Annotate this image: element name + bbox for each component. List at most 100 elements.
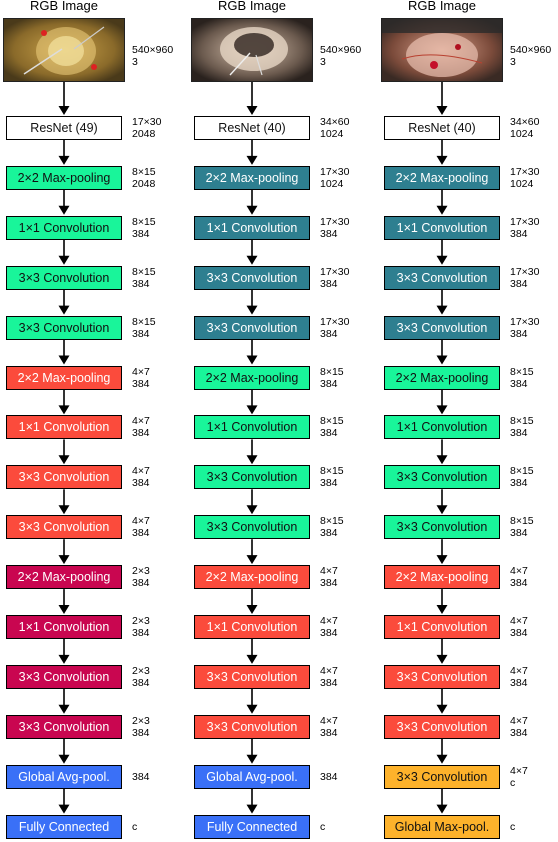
dim-line: 2×3 bbox=[132, 615, 150, 627]
tensor-dims: 4×7 384 bbox=[510, 715, 528, 739]
tensor-dims: 2×3 384 bbox=[132, 715, 150, 739]
dim-line: 384 bbox=[132, 726, 150, 739]
column-title: RGB Image bbox=[408, 0, 476, 13]
dim-line: 17×30 bbox=[320, 165, 350, 178]
flow-arrow bbox=[246, 339, 258, 365]
dim-line: 4×7 bbox=[510, 615, 528, 627]
dim-line: 8×15 bbox=[320, 365, 344, 378]
dim-line: 34×60 bbox=[320, 116, 350, 128]
tensor-dims: c bbox=[510, 821, 515, 833]
flow-arrow bbox=[436, 140, 448, 165]
tensor-dims: 8×15 384 bbox=[132, 266, 156, 290]
flow-arrow bbox=[246, 82, 258, 115]
flow-arrow bbox=[246, 788, 258, 814]
dim-line: 8×15 bbox=[510, 515, 534, 528]
flow-arrow bbox=[246, 539, 258, 565]
dim-line: 8×15 bbox=[320, 515, 344, 528]
tensor-dims: 2×3 384 bbox=[132, 665, 150, 689]
flow-arrow bbox=[58, 688, 70, 714]
flow-arrow bbox=[58, 539, 70, 565]
tensor-dims: 4×7 384 bbox=[320, 715, 338, 739]
layer-block: 1×1 Convolution bbox=[384, 615, 500, 639]
dim-line: 4×7 bbox=[132, 415, 150, 428]
layer-block: 3×3 Convolution bbox=[384, 515, 500, 540]
dim-line: c bbox=[320, 820, 326, 833]
dim-line: 2×3 bbox=[132, 714, 150, 727]
layer-block: 1×1 Convolution bbox=[384, 215, 500, 240]
dim-line: 4×7 bbox=[510, 664, 528, 677]
dim-line: 384 bbox=[320, 726, 338, 739]
dim-line: 384 bbox=[510, 427, 528, 440]
dim-line: 384 bbox=[132, 277, 150, 290]
layer-block: 3×3 Convolution bbox=[384, 465, 500, 490]
tensor-dims: 17×30 2048 bbox=[132, 116, 162, 140]
tensor-dims: 4×7 384 bbox=[132, 515, 150, 539]
layer-block: Global Max-pool. bbox=[384, 814, 500, 839]
dim-line: 1024 bbox=[510, 128, 534, 140]
tensor-dims: 4×7 384 bbox=[510, 615, 528, 639]
dim-line: 3 bbox=[320, 56, 326, 68]
layer-block: 3×3 Convolution bbox=[384, 265, 500, 290]
flow-arrow bbox=[436, 539, 448, 565]
dim-line: 384 bbox=[510, 477, 528, 490]
layer-block: 3×3 Convolution bbox=[6, 515, 122, 540]
dim-line: 17×30 bbox=[320, 215, 350, 228]
flow-arrow bbox=[436, 239, 448, 265]
dim-line: 4×7 bbox=[320, 615, 338, 627]
layer-block: 2×2 Max-pooling bbox=[6, 365, 122, 390]
dim-line: c bbox=[510, 820, 516, 833]
layer-block: 2×2 Max-pooling bbox=[194, 165, 310, 190]
dim-line: 8×15 bbox=[132, 315, 156, 328]
flow-arrow bbox=[58, 788, 70, 814]
tensor-dims: 17×30 1024 bbox=[510, 166, 540, 190]
tensor-dims: 34×60 1024 bbox=[320, 116, 350, 140]
dim-line: 384 bbox=[510, 327, 528, 340]
dim-line: 384 bbox=[132, 676, 150, 689]
tensor-dims: 17×30 384 bbox=[320, 216, 350, 240]
flow-arrow bbox=[246, 688, 258, 714]
dim-line: 384 bbox=[132, 627, 150, 639]
dim-line: 384 bbox=[132, 477, 150, 490]
dim-line: 384 bbox=[132, 327, 150, 340]
dim-line: 384 bbox=[132, 377, 150, 390]
layer-block: 3×3 Convolution bbox=[384, 714, 500, 739]
dim-line: 384 bbox=[132, 770, 150, 783]
layer-block: 2×2 Max-pooling bbox=[384, 565, 500, 590]
flow-arrow bbox=[58, 738, 70, 764]
layer-block: 2×2 Max-pooling bbox=[6, 565, 122, 590]
dim-line: 540×960 bbox=[510, 44, 552, 56]
column-title: RGB Image bbox=[30, 0, 98, 13]
tensor-dims: 8×15 384 bbox=[320, 366, 344, 390]
dim-line: 4×7 bbox=[320, 664, 338, 677]
layer-block: 2×2 Max-pooling bbox=[6, 165, 122, 190]
dim-line: 4×7 bbox=[132, 365, 150, 378]
dim-line: 384 bbox=[320, 427, 338, 440]
layer-block: 2×2 Max-pooling bbox=[194, 565, 310, 590]
tensor-dims: c bbox=[320, 821, 325, 833]
tensor-dims: 384 bbox=[320, 771, 338, 783]
layer-block: 3×3 Convolution bbox=[6, 664, 122, 689]
dim-line: 8×15 bbox=[132, 265, 156, 278]
tensor-dims: 17×30 384 bbox=[510, 316, 540, 340]
tensor-dims: 17×30 1024 bbox=[320, 166, 350, 190]
tensor-dims: 4×7 384 bbox=[320, 565, 338, 589]
flow-arrow bbox=[436, 289, 448, 315]
dim-line: 3 bbox=[132, 56, 138, 68]
dim-line: 2048 bbox=[132, 177, 156, 190]
layer-block: Global Avg-pool. bbox=[194, 764, 310, 789]
layer-block: 1×1 Convolution bbox=[384, 415, 500, 440]
tensor-dims: 4×7 c bbox=[510, 765, 528, 789]
flow-arrow bbox=[436, 589, 448, 614]
tensor-dims: 17×30 384 bbox=[510, 266, 540, 290]
flow-arrow bbox=[246, 239, 258, 265]
dim-line: 17×30 bbox=[132, 116, 162, 128]
tensor-dims: c bbox=[132, 821, 137, 833]
dim-line: 17×30 bbox=[510, 165, 540, 178]
layer-block: ResNet (49) bbox=[6, 116, 122, 140]
flow-arrow bbox=[58, 639, 70, 664]
flow-arrow bbox=[246, 189, 258, 215]
layer-block: 2×2 Max-pooling bbox=[194, 365, 310, 390]
flow-arrow bbox=[58, 589, 70, 614]
dim-line: 384 bbox=[320, 676, 338, 689]
dim-line: 384 bbox=[320, 227, 338, 240]
